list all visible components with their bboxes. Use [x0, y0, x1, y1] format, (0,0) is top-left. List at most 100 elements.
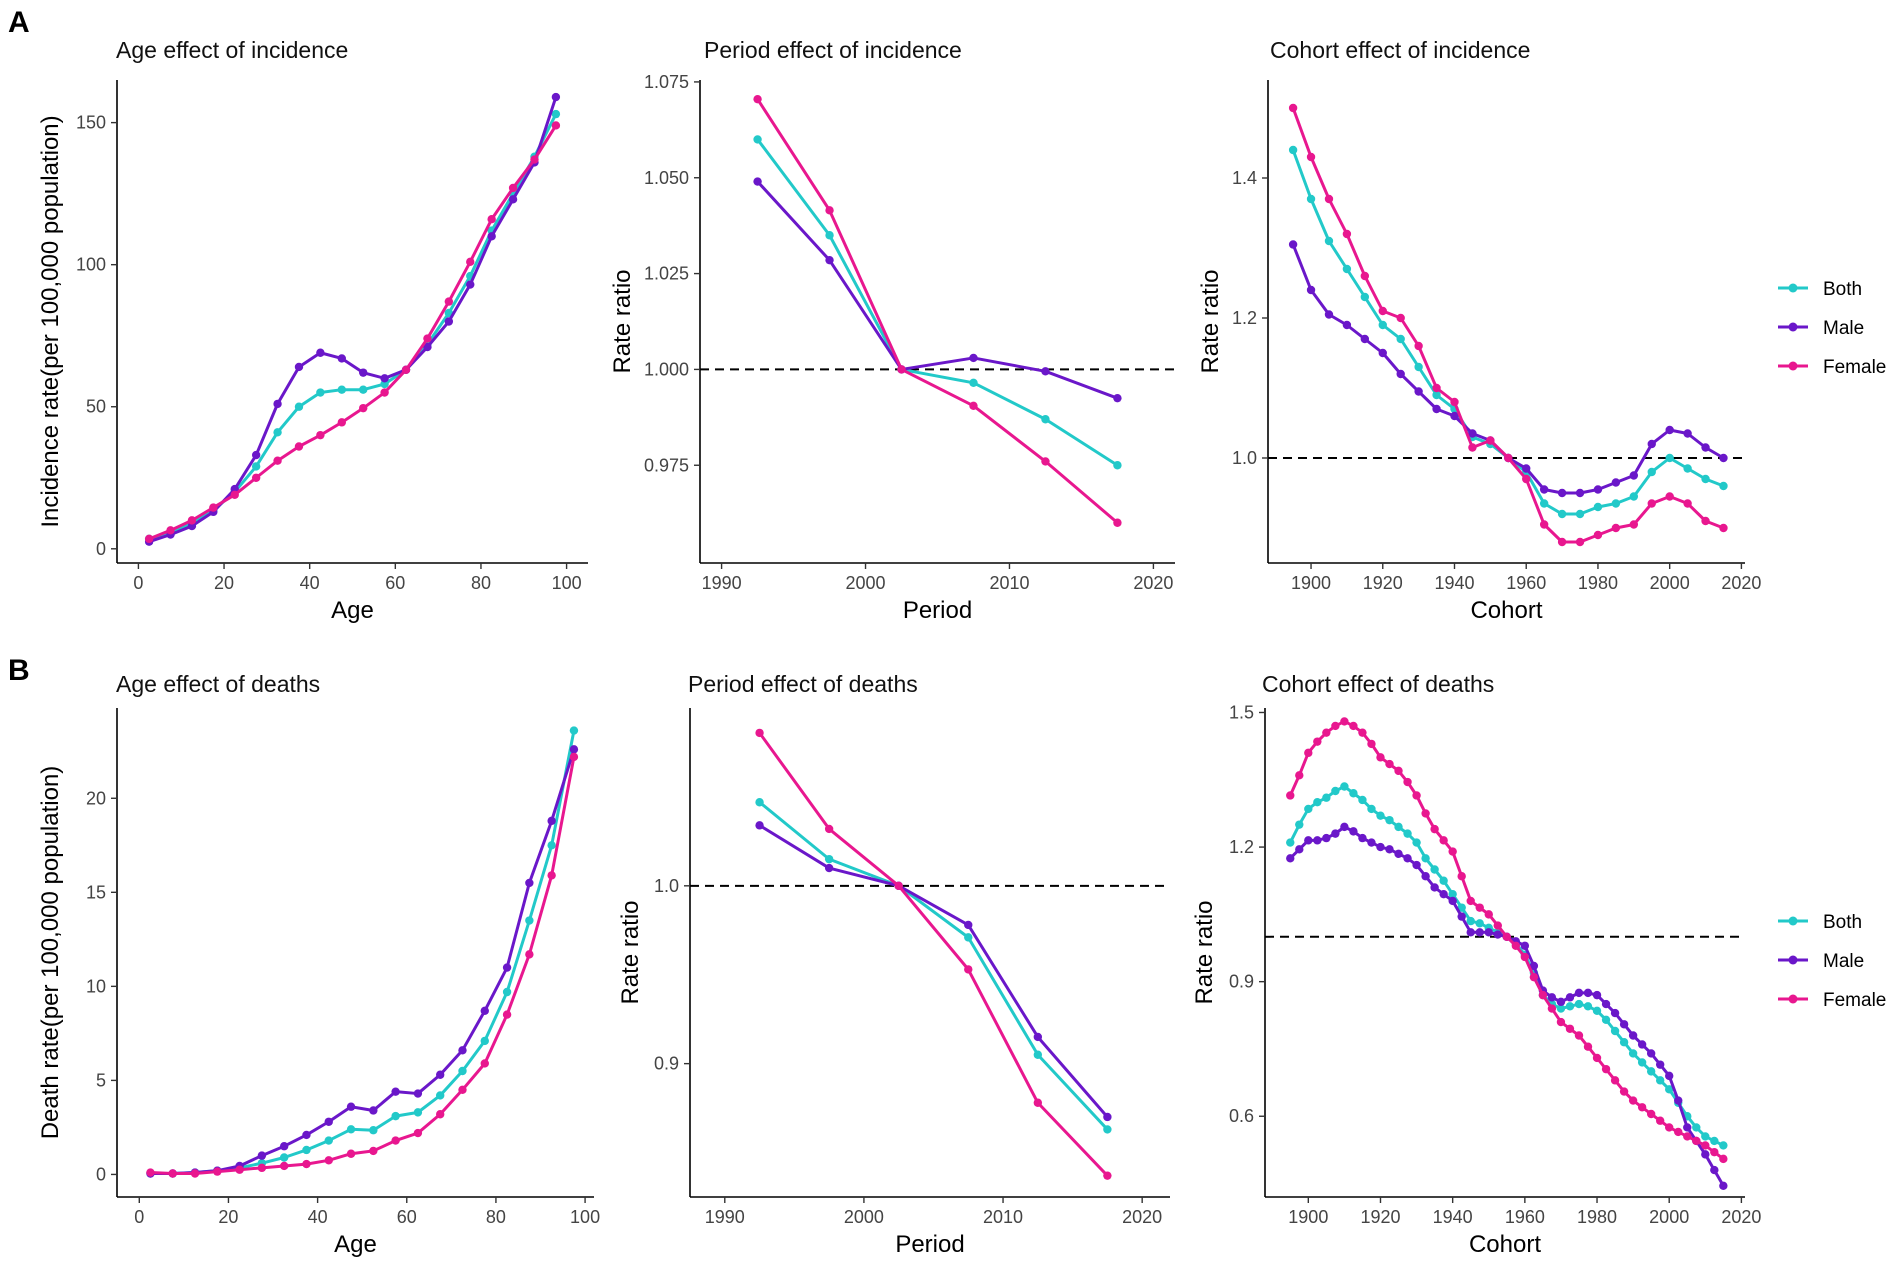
data-point — [1403, 854, 1412, 863]
data-point — [144, 534, 154, 544]
data-point — [487, 215, 496, 224]
data-point — [1629, 471, 1639, 480]
data-point — [1575, 537, 1585, 547]
x-axis-title: Cohort — [1470, 597, 1542, 624]
x-tick-label: 1960 — [1505, 1207, 1545, 1227]
data-point — [294, 442, 304, 451]
data-point — [1306, 152, 1316, 162]
x-tick-label: 40 — [308, 1207, 328, 1227]
data-point — [1665, 425, 1674, 435]
data-point — [1468, 443, 1477, 452]
data-point — [1556, 1004, 1566, 1013]
data-point — [502, 987, 512, 997]
data-point — [1113, 518, 1122, 527]
data-point — [1349, 789, 1358, 798]
data-point — [1655, 1076, 1665, 1085]
data-point — [391, 1111, 400, 1121]
data-point — [413, 1108, 423, 1117]
data-point — [1376, 842, 1385, 852]
data-point — [1628, 1096, 1638, 1105]
data-point — [569, 752, 579, 762]
legend-label: Female — [1823, 357, 1886, 378]
data-point — [324, 1136, 333, 1145]
data-point — [1306, 285, 1316, 295]
data-point — [1457, 912, 1466, 921]
data-point — [1611, 499, 1621, 508]
data-point — [1629, 492, 1639, 501]
data-point — [1556, 1017, 1566, 1027]
data-point — [1430, 883, 1439, 892]
x-tick-label: 1980 — [1577, 1207, 1617, 1227]
data-point — [969, 401, 978, 411]
legend-item-male: Male — [1778, 951, 1864, 972]
data-point — [825, 206, 834, 215]
data-point — [1611, 478, 1621, 487]
data-point — [1414, 341, 1423, 351]
data-point — [1342, 264, 1352, 274]
data-point — [1349, 721, 1358, 731]
data-point — [279, 1161, 289, 1171]
data-point — [458, 1066, 467, 1076]
series-line — [1289, 825, 1725, 1187]
data-point — [1665, 1085, 1674, 1094]
data-point — [337, 354, 346, 363]
data-point — [964, 933, 973, 942]
data-point — [1468, 429, 1477, 438]
data-point — [359, 368, 368, 377]
legend-item-female: Female — [1778, 357, 1886, 378]
data-point — [1324, 194, 1334, 204]
data-point — [753, 177, 762, 186]
series-line — [756, 138, 1119, 467]
data-point — [251, 450, 261, 460]
data-point — [1593, 502, 1603, 512]
data-point — [1304, 836, 1313, 845]
x-tick-label: 1990 — [705, 1207, 745, 1227]
data-point — [1637, 1058, 1647, 1067]
x-tick-label: 1990 — [702, 573, 742, 593]
data-point — [1610, 1026, 1620, 1036]
data-point — [1511, 941, 1521, 950]
data-point — [401, 365, 411, 374]
data-point — [1475, 919, 1484, 928]
legend-item-male: Male — [1778, 318, 1864, 339]
data-point — [1592, 1006, 1602, 1016]
data-point — [1033, 1098, 1043, 1107]
data-point — [251, 473, 261, 482]
data-point — [1701, 1132, 1710, 1141]
data-point — [1288, 240, 1298, 249]
data-point — [1324, 236, 1334, 246]
data-point — [1520, 941, 1530, 950]
data-point — [1683, 1132, 1692, 1141]
data-point — [369, 1106, 378, 1115]
data-point — [1504, 453, 1513, 463]
y-tick-label: 15 — [86, 882, 106, 902]
data-point — [480, 1006, 489, 1016]
data-point — [502, 963, 512, 972]
data-point — [1378, 306, 1387, 316]
data-point — [1360, 292, 1370, 302]
chart-title: Period effect of deaths — [688, 671, 918, 697]
data-point — [1719, 523, 1728, 533]
data-point — [1611, 523, 1621, 533]
legend-swatch-point — [1788, 916, 1798, 926]
data-point — [1683, 429, 1692, 438]
data-point — [1033, 1050, 1043, 1059]
legend-item-both: Both — [1778, 912, 1862, 933]
data-point — [1358, 728, 1367, 737]
data-point — [1601, 1064, 1611, 1074]
data-point — [1403, 829, 1412, 838]
data-point — [1340, 822, 1349, 832]
data-point — [964, 965, 973, 974]
series-both — [1286, 782, 1728, 1150]
data-point — [316, 388, 325, 397]
data-point — [1367, 804, 1376, 814]
data-point — [551, 109, 561, 119]
data-point — [1439, 836, 1448, 845]
y-axis-title: Rate ratio — [609, 269, 636, 373]
data-point — [1378, 320, 1387, 330]
x-axis-title: Age — [334, 1231, 377, 1258]
data-point — [1342, 229, 1352, 239]
data-point — [413, 1089, 423, 1098]
data-point — [547, 871, 556, 880]
legend-swatch-point — [1788, 955, 1798, 965]
